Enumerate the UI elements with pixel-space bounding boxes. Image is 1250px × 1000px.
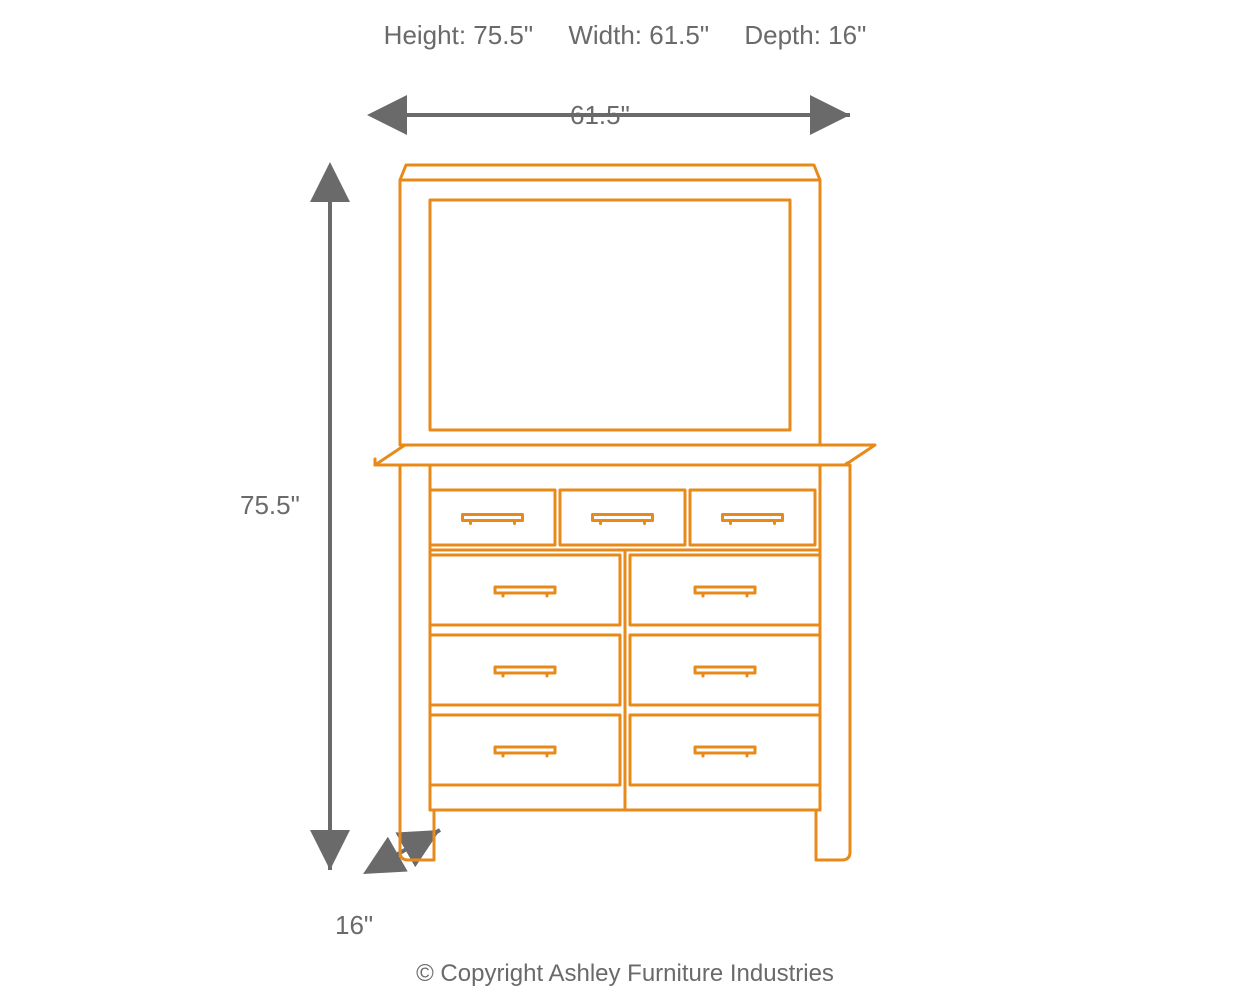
dimension-diagram <box>0 0 1250 1000</box>
height-label: 75.5" <box>240 490 300 521</box>
width-label: 61.5" <box>570 100 630 131</box>
depth-label: 16" <box>335 910 373 941</box>
copyright-text: © Copyright Ashley Furniture Industries <box>0 960 1250 988</box>
